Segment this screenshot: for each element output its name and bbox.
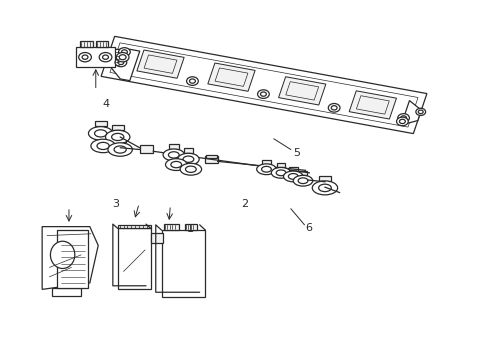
Ellipse shape (397, 114, 408, 122)
Polygon shape (278, 77, 325, 105)
Ellipse shape (111, 134, 123, 140)
Polygon shape (42, 226, 98, 289)
Ellipse shape (318, 184, 330, 192)
Ellipse shape (91, 139, 115, 153)
Ellipse shape (102, 55, 108, 59)
Ellipse shape (118, 48, 130, 56)
Ellipse shape (116, 53, 129, 62)
Ellipse shape (165, 159, 186, 171)
Ellipse shape (170, 161, 181, 168)
Polygon shape (137, 50, 184, 78)
Ellipse shape (186, 77, 198, 85)
Ellipse shape (261, 166, 271, 172)
Ellipse shape (330, 105, 336, 110)
Bar (97, 134, 109, 139)
Ellipse shape (119, 55, 126, 60)
Ellipse shape (399, 119, 405, 123)
Ellipse shape (99, 53, 112, 62)
Ellipse shape (185, 166, 196, 172)
Ellipse shape (121, 50, 127, 54)
Polygon shape (106, 49, 140, 81)
Ellipse shape (118, 60, 123, 64)
Ellipse shape (400, 116, 406, 120)
Ellipse shape (114, 146, 126, 153)
Bar (96, 41, 108, 47)
Ellipse shape (79, 53, 91, 62)
Ellipse shape (257, 90, 269, 98)
Ellipse shape (183, 156, 193, 162)
Ellipse shape (97, 142, 109, 149)
Bar (319, 176, 330, 181)
Ellipse shape (105, 130, 130, 144)
Bar (171, 154, 181, 158)
Ellipse shape (108, 143, 132, 156)
Ellipse shape (82, 55, 88, 59)
Text: 5: 5 (293, 148, 300, 158)
Ellipse shape (283, 171, 303, 182)
Bar (140, 145, 153, 153)
Ellipse shape (189, 79, 195, 83)
Text: 1: 1 (186, 224, 193, 234)
Ellipse shape (168, 152, 179, 158)
Ellipse shape (417, 110, 422, 114)
Ellipse shape (271, 167, 290, 178)
Bar (276, 163, 285, 167)
Bar (95, 121, 106, 126)
Ellipse shape (260, 92, 266, 96)
Ellipse shape (276, 170, 285, 176)
Text: 2: 2 (241, 199, 247, 209)
Bar (205, 156, 217, 163)
Ellipse shape (88, 127, 113, 140)
Ellipse shape (115, 58, 126, 67)
Bar (112, 125, 123, 130)
Bar (118, 228, 151, 289)
Polygon shape (400, 100, 421, 125)
Bar (206, 155, 216, 158)
Ellipse shape (163, 149, 184, 161)
Ellipse shape (415, 108, 425, 116)
Bar (151, 233, 163, 243)
Polygon shape (101, 36, 426, 134)
Bar (161, 230, 205, 297)
Polygon shape (348, 91, 396, 119)
Bar (262, 159, 270, 164)
Ellipse shape (327, 104, 339, 112)
Bar (76, 47, 115, 67)
Ellipse shape (256, 164, 276, 175)
Polygon shape (207, 63, 255, 91)
Bar (118, 225, 151, 228)
Bar (163, 224, 178, 230)
Bar (114, 137, 126, 142)
Bar (185, 158, 195, 163)
Bar (168, 144, 178, 149)
Ellipse shape (293, 175, 312, 186)
Bar (52, 288, 81, 296)
Bar (184, 224, 197, 230)
Bar (183, 148, 193, 153)
Ellipse shape (50, 241, 75, 269)
Ellipse shape (396, 117, 407, 126)
Ellipse shape (288, 174, 298, 179)
Text: 3: 3 (112, 199, 119, 209)
Text: 6: 6 (305, 224, 312, 233)
Ellipse shape (180, 163, 201, 175)
Bar (57, 230, 88, 288)
Ellipse shape (177, 153, 199, 165)
Bar (288, 167, 297, 171)
Ellipse shape (298, 178, 307, 184)
Bar (80, 41, 93, 47)
Ellipse shape (312, 181, 337, 195)
Bar (298, 171, 307, 175)
Text: 4: 4 (102, 99, 109, 109)
Ellipse shape (94, 130, 106, 137)
